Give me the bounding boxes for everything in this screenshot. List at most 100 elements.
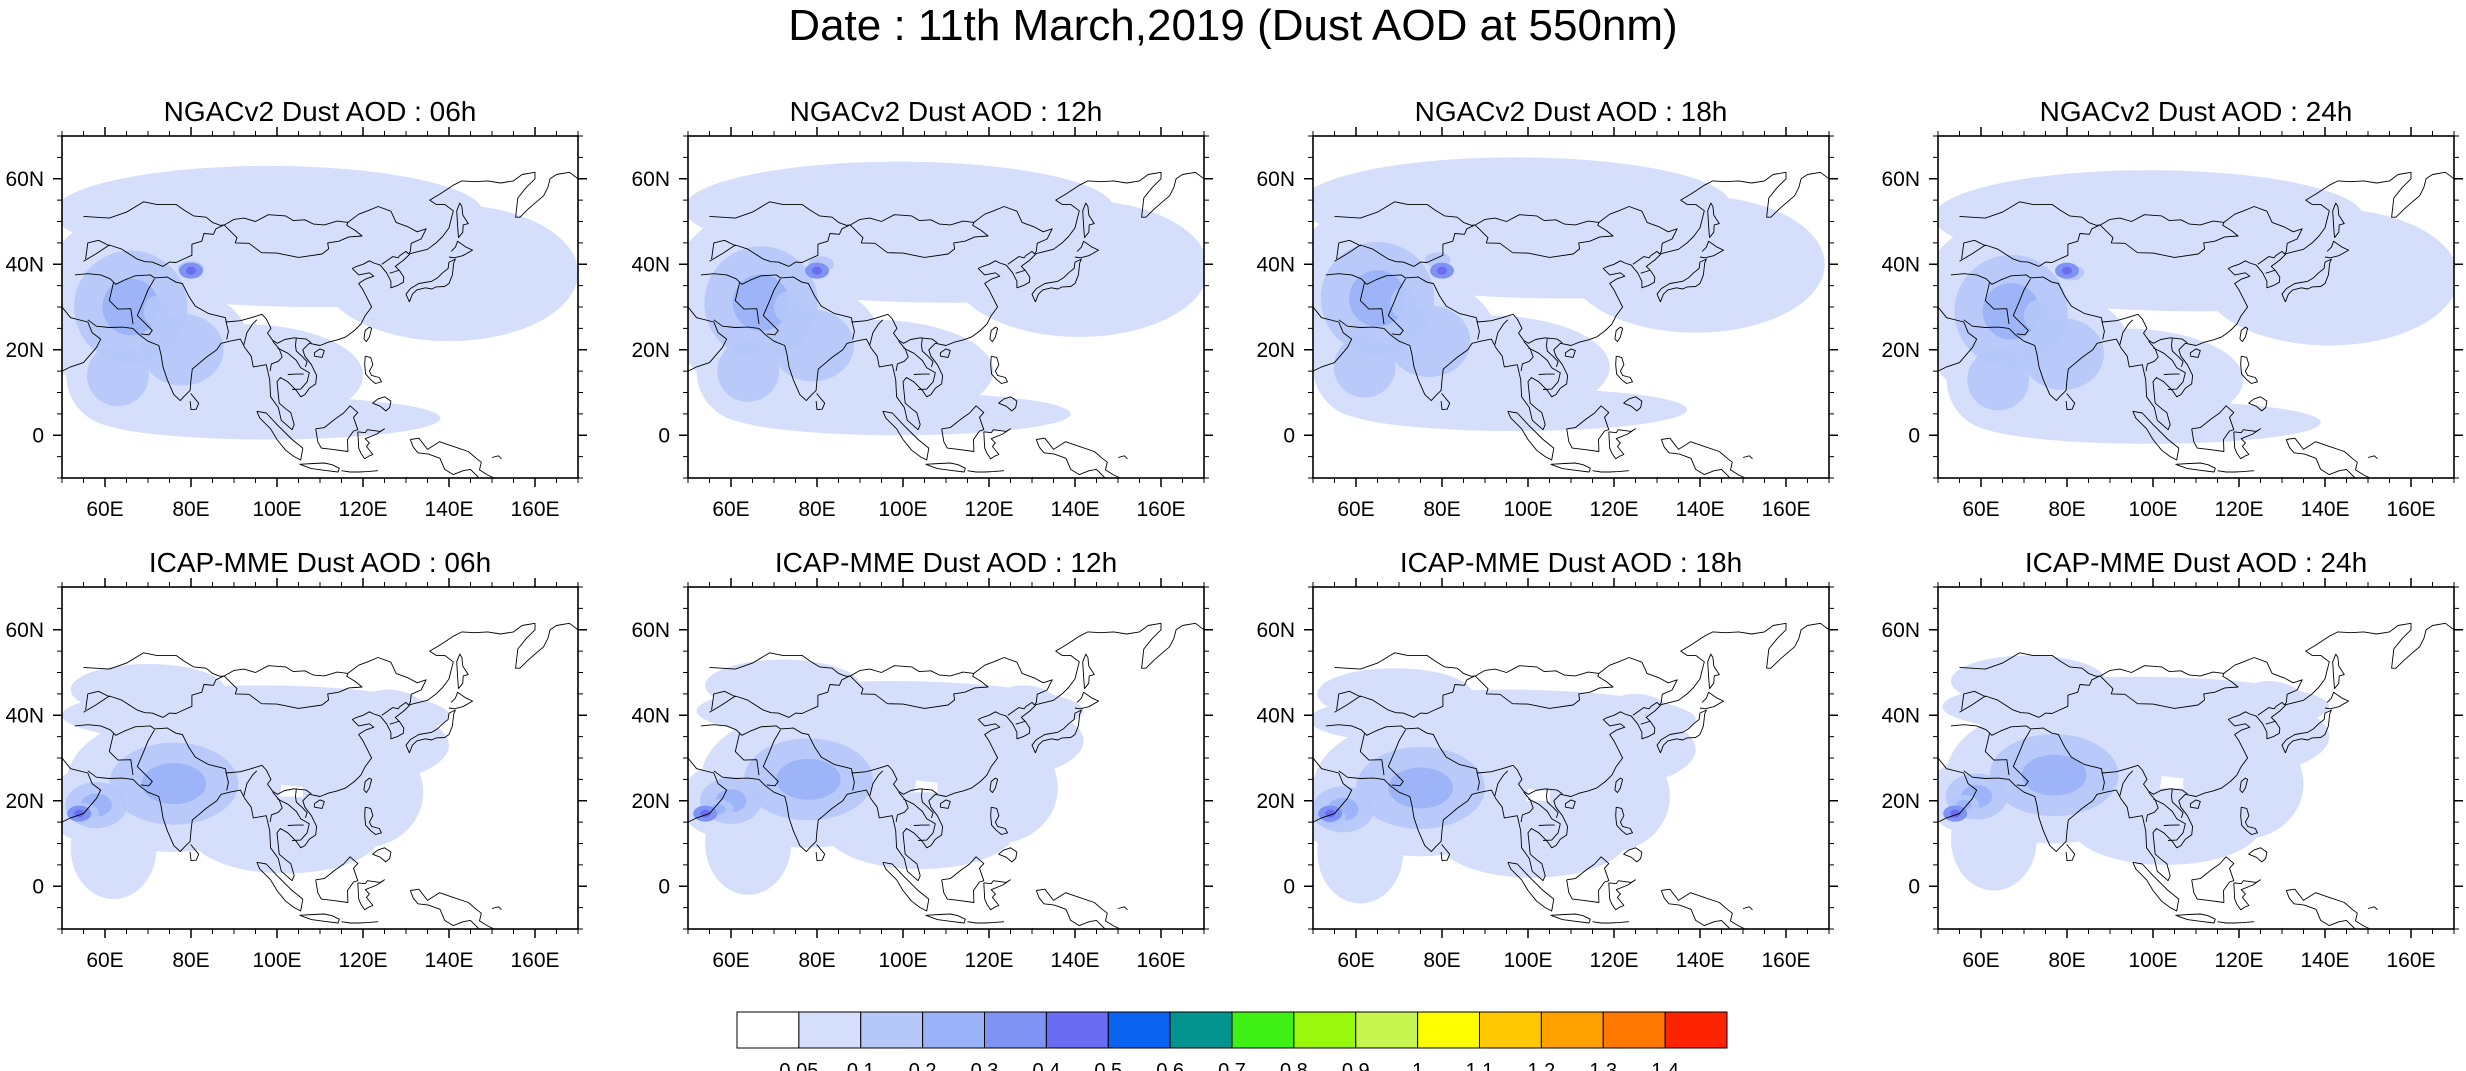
- coastline-path: [1632, 701, 1660, 716]
- lat-tick-label: 20N: [631, 790, 670, 813]
- coastline-path: [1417, 276, 1563, 344]
- coastline-path: [1334, 652, 1678, 706]
- coastline-path: [1950, 273, 2044, 285]
- coastline-path: [2324, 691, 2350, 710]
- coastline-path: [1708, 927, 1710, 929]
- coastline-path: [1623, 396, 1643, 412]
- coastline-path: [1313, 757, 1353, 823]
- coastline-path: [1082, 202, 1095, 238]
- coastline-path: [1334, 244, 1415, 267]
- lon-tick-label: 60E: [1337, 498, 1374, 521]
- coastline-path: [405, 476, 408, 478]
- coastline-path: [405, 927, 408, 929]
- colorbar-label: 1.1: [1466, 1060, 1494, 1071]
- coastline-path: [2281, 709, 2332, 754]
- coastline-path: [256, 410, 304, 461]
- coastline-path: [1656, 927, 1659, 929]
- coastlines: [688, 622, 1204, 929]
- coastline-path: [1656, 258, 1707, 303]
- coastline-path: [1550, 462, 1591, 473]
- aod-area: [1982, 283, 2040, 340]
- coastline-path: [2332, 653, 2345, 689]
- coastline-path: [2265, 720, 2276, 725]
- coastline-path: [277, 798, 310, 841]
- coastline-path: [315, 405, 359, 452]
- coastline-path: [2101, 771, 2105, 791]
- lat-tick-label: 0: [1908, 424, 1920, 447]
- colorbar-label: 0.2: [909, 1060, 937, 1071]
- coastline-path: [700, 273, 794, 285]
- coastline-path: [869, 319, 884, 345]
- coastline-path: [921, 337, 934, 368]
- lon-tick-label: 160E: [2386, 949, 2435, 972]
- colorbar-swatch: [1293, 1011, 1357, 1049]
- lon-tick-label: 100E: [2128, 949, 2177, 972]
- coastline-path: [1007, 250, 1035, 265]
- figure-title: Date : 11th March,2019 (Dust AOD at 550n…: [788, 1, 1678, 50]
- aod-area: [1592, 693, 1679, 763]
- coastline-path: [1699, 691, 1725, 710]
- coastlines: [1313, 171, 1829, 478]
- coastline-path: [83, 244, 164, 267]
- aod-area: [771, 309, 854, 382]
- coastline-path: [2153, 798, 2186, 841]
- coastline-path: [372, 847, 392, 863]
- coastline-path: [1334, 695, 1415, 718]
- coastline-path: [2333, 927, 2335, 929]
- coastline-path: [409, 437, 495, 478]
- colorbar-swatch: [1540, 1011, 1604, 1049]
- aod-area: [1317, 668, 1473, 720]
- lat-tick-label: 60N: [631, 619, 670, 642]
- lat-tick-label: 0: [1283, 424, 1295, 447]
- coastline-path: [189, 393, 200, 411]
- coastline-path: [788, 675, 851, 718]
- colorbar-swatch: [1602, 1011, 1666, 1049]
- map-panel: NGACv2 Dust AOD : 06h 60E 80E 100E 120E 140E 1…: [5, 96, 587, 521]
- coastline-path: [967, 921, 1005, 924]
- coastline-path: [313, 799, 325, 809]
- coastline-path: [849, 222, 989, 258]
- coastline-path: [1031, 927, 1034, 929]
- coastline-path: [709, 695, 790, 718]
- lat-tick-label: 40N: [5, 704, 44, 727]
- coastline-path: [2189, 799, 2201, 809]
- coastline-path: [74, 724, 168, 736]
- coastline-path: [1550, 913, 1591, 924]
- coastline-path: [941, 856, 985, 903]
- lat-tick-label: 40N: [1881, 253, 1920, 276]
- coastline-path: [1359, 282, 1385, 325]
- coastline-path: [1074, 691, 1100, 710]
- coastline-path: [882, 410, 930, 461]
- lon-tick-label: 60E: [712, 949, 749, 972]
- coastline-path: [1707, 653, 1720, 689]
- coastline-path: [762, 278, 781, 336]
- coastline-path: [341, 470, 379, 473]
- lon-tick-label: 80E: [2048, 498, 2085, 521]
- coastline-path: [688, 306, 728, 372]
- colorbar-label: 0.8: [1280, 1060, 1308, 1071]
- coastline-path: [1336, 239, 1361, 260]
- aod-area: [2200, 208, 2454, 346]
- colorbar-label: 0.4: [1032, 1060, 1060, 1071]
- coastline-path: [1007, 701, 1035, 716]
- coastline-path: [989, 326, 999, 343]
- coastline-path: [1707, 202, 1720, 238]
- coastline-path: [700, 724, 794, 736]
- lon-tick-label: 80E: [172, 498, 209, 521]
- coastline-path: [1564, 799, 1576, 809]
- coastline-path: [2281, 258, 2332, 303]
- coastline-path: [1528, 347, 1561, 390]
- lon-tick-label: 120E: [964, 949, 1013, 972]
- map-panel: ICAP-MME Dust AOD : 06h 60E 80E 100E 120E 140…: [5, 547, 587, 972]
- map-panel: NGACv2 Dust AOD : 12h 60E 80E 100E 120E 140E 1…: [631, 96, 1213, 521]
- lon-tick-label: 80E: [798, 949, 835, 972]
- aod-area: [950, 200, 1204, 337]
- colorbar-label: 1: [1412, 1060, 1423, 1071]
- colorbar-label: 0.6: [1156, 1060, 1184, 1071]
- lon-tick-label: 160E: [1136, 498, 1185, 521]
- coastline-path: [713, 171, 1204, 431]
- coastline-path: [967, 470, 1005, 473]
- coastline-path: [62, 306, 102, 372]
- lon-tick-label: 80E: [1423, 498, 1460, 521]
